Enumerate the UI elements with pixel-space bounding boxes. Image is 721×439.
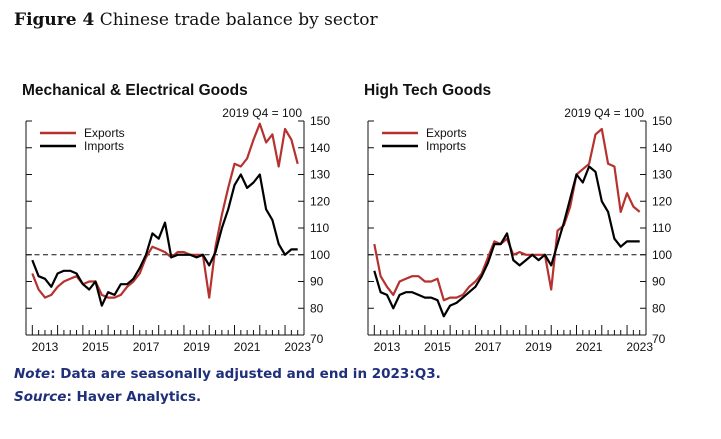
series-line-exports [31, 122, 299, 299]
x-tick-label: 2013 [374, 340, 401, 354]
y-tick-label: 100 [310, 248, 330, 262]
y-tick-label: 120 [652, 194, 672, 208]
x-tick-label: 2023 [626, 340, 653, 354]
chart-mechanical-electrical: Mechanical & Electrical Goods 2019 Q4 = 1… [14, 74, 344, 359]
x-tick-label: 2023 [284, 340, 311, 354]
y-tick-label: 70 [652, 332, 666, 346]
x-tick-label: 2017 [133, 340, 160, 354]
y-tick-label: 90 [310, 275, 324, 289]
x-tick-label: 2021 [576, 340, 603, 354]
note-text: : Data are seasonally adjusted and end i… [50, 366, 441, 382]
note-label: Note [14, 366, 51, 382]
y-tick-label: 100 [652, 248, 672, 262]
y-tick-label: 90 [652, 275, 666, 289]
footnote-source: Source: Haver Analytics. [14, 389, 201, 405]
footnote-note: Note: Data are seasonally adjusted and e… [14, 366, 441, 382]
series-line-imports [373, 165, 640, 318]
series-line-imports [31, 173, 298, 307]
x-tick-label: 2019 [183, 340, 210, 354]
legend-label-imports: Imports [426, 139, 466, 153]
legend-label-imports: Imports [84, 139, 124, 153]
x-tick-label: 2013 [32, 340, 59, 354]
x-tick-label: 2021 [234, 340, 261, 354]
chart-high-tech: High Tech Goods 2019 Q4 = 100 70 80 90 100 110… [356, 74, 686, 359]
series-line-exports [373, 127, 641, 302]
y-tick-label: 130 [652, 168, 672, 182]
x-tick-label: 2015 [424, 340, 451, 354]
chart-title: High Tech Goods [364, 82, 491, 99]
units-label: 2019 Q4 = 100 [564, 106, 644, 120]
figure-title-text: Chinese trade balance by sector [99, 10, 378, 30]
source-text: : Haver Analytics. [66, 389, 202, 405]
source-label: Source [14, 389, 67, 405]
x-tick-label: 2017 [475, 340, 502, 354]
y-tick-label: 80 [310, 301, 324, 315]
x-tick-label: 2015 [82, 340, 109, 354]
y-tick-label: 80 [652, 301, 666, 315]
y-tick-label: 120 [310, 194, 330, 208]
figure-title: Figure 4 Chinese trade balance by sector [14, 10, 378, 30]
y-tick-label: 150 [310, 114, 330, 128]
y-tick-label: 150 [652, 114, 672, 128]
units-label: 2019 Q4 = 100 [222, 106, 302, 120]
y-tick-label: 140 [652, 141, 672, 155]
chart-svg-high-tech: High Tech Goods 2019 Q4 = 100 70 80 90 100 110… [364, 82, 672, 354]
legend-label-exports: Exports [84, 126, 125, 140]
y-tick-label: 130 [310, 168, 330, 182]
y-tick-label: 140 [310, 141, 330, 155]
chart-title: Mechanical & Electrical Goods [22, 82, 248, 99]
y-tick-label: 110 [310, 221, 329, 235]
y-tick-label: 110 [652, 221, 671, 235]
legend-label-exports: Exports [426, 126, 467, 140]
figure-label: Figure 4 [14, 10, 95, 30]
chart-svg-mechanical-electrical: Mechanical & Electrical Goods 2019 Q4 = 1… [22, 82, 330, 354]
y-tick-label: 70 [310, 332, 324, 346]
x-tick-label: 2019 [525, 340, 552, 354]
